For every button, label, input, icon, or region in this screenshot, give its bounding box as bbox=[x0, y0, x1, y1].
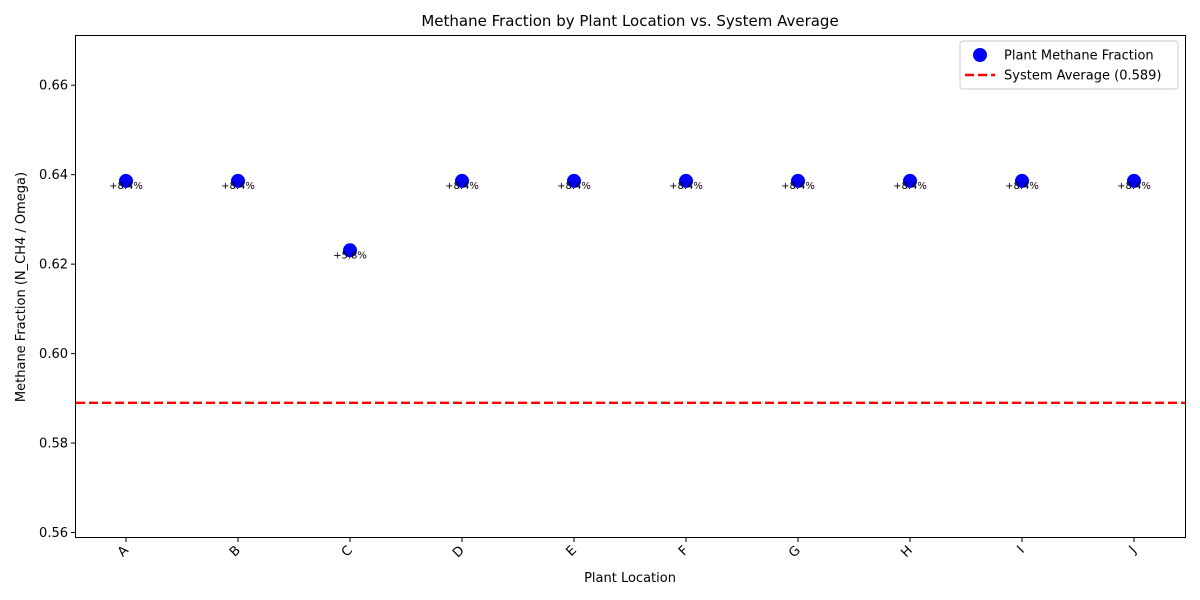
x-axis-ticks: A B C D E F G H I J bbox=[115, 537, 1140, 561]
y-axis-label: Methane Fraction (N_CH4 / Omega) bbox=[14, 172, 29, 402]
x-tick-label: A bbox=[115, 543, 132, 560]
legend: Plant Methane Fraction System Average (0… bbox=[959, 40, 1179, 90]
data-point bbox=[231, 173, 245, 188]
y-tick-label: 0.60 bbox=[39, 347, 68, 362]
data-point bbox=[1127, 173, 1141, 188]
data-point-labels: +8.4% +8.4% +5.8% +8.4% +8.4% +8.4% +8.4% +8.4%… bbox=[109, 181, 1151, 261]
x-tick-label: J bbox=[1126, 543, 1140, 557]
data-point-label: +8.4% bbox=[1117, 181, 1151, 192]
x-tick-label: F bbox=[676, 543, 692, 559]
chart-title: Methane Fraction by Plant Location vs. S… bbox=[421, 12, 838, 30]
data-point-label: +8.4% bbox=[445, 181, 479, 192]
x-tick-label: H bbox=[898, 543, 916, 561]
data-point-label: +8.4% bbox=[781, 181, 815, 192]
legend-label-points: Plant Methane Fraction bbox=[1004, 49, 1154, 64]
x-axis-label: Plant Location bbox=[584, 571, 676, 586]
x-tick-label: G bbox=[786, 543, 804, 561]
y-tick-label: 0.58 bbox=[39, 437, 68, 452]
data-point bbox=[1015, 173, 1029, 188]
legend-marker-point bbox=[973, 48, 987, 62]
legend-box bbox=[959, 40, 1179, 90]
data-point-label: +8.4% bbox=[109, 181, 143, 192]
y-tick-label: 0.56 bbox=[39, 526, 68, 541]
data-point-label: +5.8% bbox=[333, 250, 367, 261]
y-axis-ticks: 0.56 0.58 0.60 0.62 0.64 0.66 bbox=[39, 79, 76, 541]
data-point-label: +8.4% bbox=[1005, 181, 1039, 192]
plot-area-frame bbox=[75, 35, 1186, 538]
data-point-label: +8.4% bbox=[893, 181, 927, 192]
x-tick-label: E bbox=[563, 543, 579, 559]
data-point-label: +8.4% bbox=[557, 181, 591, 192]
data-point bbox=[567, 173, 581, 188]
data-point bbox=[119, 173, 133, 188]
x-tick-label: C bbox=[339, 543, 356, 560]
y-tick-label: 0.64 bbox=[39, 168, 68, 183]
x-tick-label: I bbox=[1015, 543, 1028, 556]
y-tick-label: 0.62 bbox=[39, 258, 68, 273]
data-points bbox=[119, 173, 1141, 258]
data-point bbox=[455, 173, 469, 188]
legend-label-average: System Average (0.589) bbox=[1004, 69, 1162, 84]
data-point bbox=[903, 173, 917, 188]
x-tick-label: B bbox=[227, 543, 244, 560]
data-point-label: +8.4% bbox=[669, 181, 703, 192]
data-point-label: +8.4% bbox=[221, 181, 255, 192]
data-point bbox=[791, 173, 805, 188]
data-point bbox=[343, 243, 357, 258]
data-point bbox=[679, 173, 693, 188]
x-tick-label: D bbox=[450, 543, 468, 561]
y-tick-label: 0.66 bbox=[39, 79, 68, 94]
